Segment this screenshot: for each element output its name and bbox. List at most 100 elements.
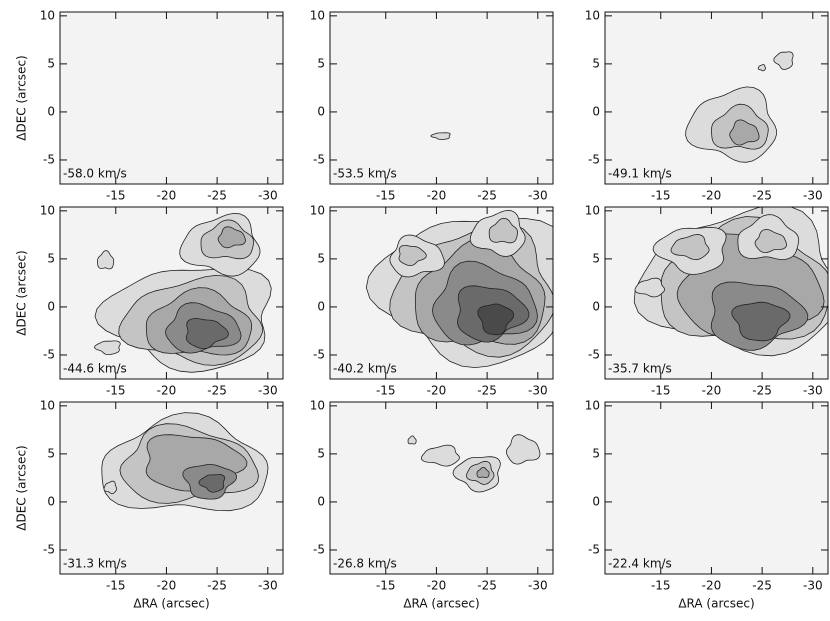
- contour: [476, 466, 490, 478]
- x-tick-label: -25: [477, 579, 497, 593]
- y-tick-label: 0: [592, 104, 600, 118]
- emission: [685, 51, 794, 163]
- x-tick-label: -25: [207, 384, 227, 398]
- contour: [488, 217, 519, 244]
- y-tick-label: 10: [40, 203, 55, 217]
- x-axis-label: ΔRA (arcsec): [678, 597, 754, 611]
- x-tick-label: -20: [702, 384, 722, 398]
- y-tick-label: -5: [588, 152, 600, 166]
- y-tick-label: 10: [310, 8, 325, 22]
- x-tick-label: -20: [702, 189, 722, 203]
- y-tick-label: 5: [592, 446, 600, 460]
- y-tick-label: -5: [43, 152, 55, 166]
- x-tick-label: -25: [752, 384, 772, 398]
- panel-frame: [59, 206, 284, 380]
- x-tick-label: -30: [528, 384, 548, 398]
- x-axis-label: ΔRA (arcsec): [403, 597, 479, 611]
- contour: [97, 250, 115, 270]
- contour: [217, 226, 246, 249]
- panel-background: [605, 402, 828, 574]
- x-tick-label: -25: [477, 189, 497, 203]
- panel: -15 -20 -25 -30 -5 0 5 10 -40.2 km/s: [310, 203, 554, 398]
- x-tick-label: -15: [651, 384, 671, 398]
- x-tick-label: -15: [376, 189, 396, 203]
- x-tick-label: -20: [427, 189, 447, 203]
- y-tick-label: 0: [592, 494, 600, 508]
- y-tick-label: 10: [585, 203, 600, 217]
- contour: [729, 119, 760, 146]
- x-tick-label: -25: [752, 189, 772, 203]
- x-tick-label: -25: [477, 384, 497, 398]
- contour: [670, 234, 710, 261]
- contour: [731, 301, 791, 342]
- y-tick-label: 0: [592, 299, 600, 313]
- x-tick-label: -30: [803, 384, 823, 398]
- contour: [505, 434, 541, 465]
- emission: [633, 207, 828, 357]
- panel-background: [60, 12, 283, 184]
- contour: [398, 245, 427, 266]
- panel-background: [330, 402, 553, 574]
- y-tick-label: -5: [313, 347, 325, 361]
- y-tick-label: 5: [317, 446, 325, 460]
- y-tick-label: -5: [313, 152, 325, 166]
- y-tick-label: -5: [588, 542, 600, 556]
- velocity-label: -58.0 km/s: [63, 167, 127, 181]
- y-tick-label: 0: [47, 104, 55, 118]
- x-tick-label: -15: [106, 189, 126, 203]
- contour: [145, 434, 248, 492]
- y-axis-label: ΔDEC (arcsec): [15, 55, 29, 140]
- y-axis-label: ΔDEC (arcsec): [15, 250, 29, 335]
- y-tick-label: 5: [317, 56, 325, 70]
- velocity-label: -53.5 km/s: [333, 167, 397, 181]
- x-tick-label: -15: [651, 579, 671, 593]
- panel: -15 -20 -25 -30 -5 0 5 10 -31.3 km/s ΔDEC (arcsec…: [15, 398, 284, 611]
- x-tick-label: -30: [803, 579, 823, 593]
- velocity-label: -35.7 km/s: [608, 362, 672, 376]
- x-tick-label: -30: [258, 384, 278, 398]
- y-tick-label: 10: [40, 398, 55, 412]
- panel: -15 -20 -25 -30 -5 0 5 10 -44.6 km/s ΔDEC (arcsec…: [15, 203, 284, 398]
- emission: [94, 212, 272, 373]
- y-tick-label: 0: [317, 494, 325, 508]
- emission: [407, 434, 541, 493]
- contour: [430, 132, 451, 140]
- x-tick-label: -30: [528, 579, 548, 593]
- panel-background: [330, 12, 553, 184]
- y-tick-label: 10: [585, 398, 600, 412]
- panel: -15 -20 -25 -30 -5 0 5 10 -53.5 km/s: [310, 8, 554, 203]
- x-tick-label: -30: [258, 579, 278, 593]
- contour: [407, 435, 417, 445]
- contour: [198, 474, 226, 493]
- velocity-label: -49.1 km/s: [608, 167, 672, 181]
- y-tick-label: 0: [317, 104, 325, 118]
- contour: [754, 229, 787, 254]
- panel-frame: [329, 11, 554, 185]
- x-axis-label: ΔRA (arcsec): [133, 597, 209, 611]
- contour: [420, 444, 460, 467]
- velocity-label: -44.6 km/s: [63, 362, 127, 376]
- contour: [757, 64, 766, 72]
- y-tick-label: -5: [43, 347, 55, 361]
- y-tick-label: 5: [317, 251, 325, 265]
- contour: [94, 340, 121, 356]
- y-tick-label: 10: [40, 8, 55, 22]
- x-tick-label: -20: [427, 384, 447, 398]
- y-tick-label: 0: [317, 299, 325, 313]
- emission: [101, 412, 269, 512]
- velocity-label: -31.3 km/s: [63, 557, 127, 571]
- panel-frame: [604, 206, 829, 380]
- panel: -15 -20 -25 -30 -5 0 5 10 -58.0 km/s ΔDEC (arcsec…: [15, 8, 284, 203]
- x-tick-label: -30: [803, 189, 823, 203]
- contour: [634, 277, 665, 298]
- y-tick-label: -5: [43, 542, 55, 556]
- x-tick-label: -30: [528, 189, 548, 203]
- y-tick-label: 10: [310, 398, 325, 412]
- x-tick-label: -15: [651, 189, 671, 203]
- y-tick-label: 10: [585, 8, 600, 22]
- panel-frame: [329, 206, 554, 380]
- y-tick-label: 5: [47, 251, 55, 265]
- panel: -15 -20 -25 -30 -5 0 5 10 -22.4 km/s ΔRA (arcsec): [585, 398, 829, 611]
- y-tick-label: 5: [47, 56, 55, 70]
